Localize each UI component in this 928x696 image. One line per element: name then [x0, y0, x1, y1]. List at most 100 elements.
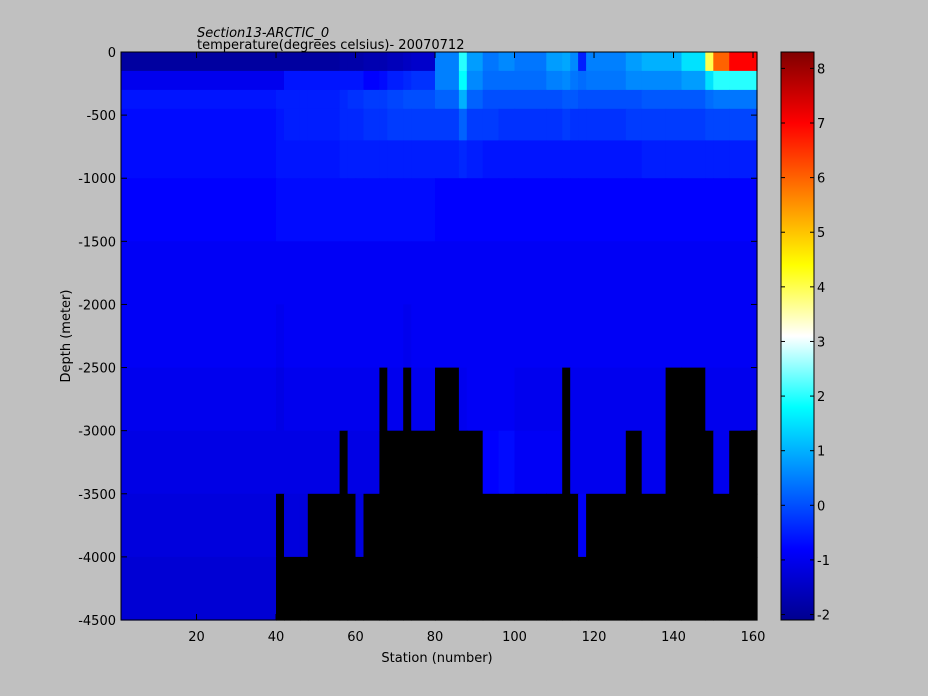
heatmap-cell [276, 430, 285, 495]
heatmap-cell [681, 178, 706, 242]
nodata-cell [379, 430, 388, 495]
heatmap-cell [387, 367, 404, 432]
heatmap-cell [466, 304, 484, 369]
heatmap-cell [363, 140, 380, 179]
heatmap-cell [435, 241, 460, 305]
nodata-cell [705, 493, 714, 558]
heatmap-cell [562, 52, 571, 72]
heatmap-cell [570, 304, 579, 369]
heatmap-cell [482, 367, 500, 432]
heatmap-cell [363, 367, 380, 432]
y-tick-label: -500 [86, 109, 116, 124]
heatmap-cell [458, 140, 468, 179]
colorbar-tick-label: 5 [817, 226, 825, 241]
heatmap-cell [307, 178, 341, 242]
heatmap-cell [458, 108, 468, 141]
heatmap-cell [435, 70, 460, 91]
nodata-cell [546, 493, 563, 558]
heatmap-cell [363, 304, 380, 369]
nodata-cell [403, 430, 412, 495]
heatmap-cell [546, 140, 563, 179]
nodata-cell [681, 430, 706, 495]
heatmap-cell [403, 304, 412, 369]
heatmap-cell [546, 367, 563, 432]
colorbar-tick-label: 0 [817, 499, 825, 514]
heatmap-cell [665, 70, 683, 91]
heatmap-cell [363, 89, 380, 110]
x-tick-label: 140 [661, 630, 686, 645]
heatmap-cell [299, 304, 309, 369]
colorbar: 8 7 6 5 4 3 2 1 0 -1 -2 [780, 51, 830, 624]
heatmap-cell [363, 52, 380, 72]
y-tick-label: -2000 [78, 298, 116, 313]
nodata-cell [482, 493, 500, 558]
heatmap-cell [586, 304, 627, 369]
heatmap-cell [482, 430, 500, 495]
heatmap-cell [498, 108, 516, 141]
heatmap-cell [339, 140, 349, 179]
heatmap-cell [284, 430, 301, 495]
nodata-cell [562, 493, 571, 558]
heatmap-cell [299, 367, 309, 432]
heatmap-cell [121, 52, 277, 72]
nodata-cell [347, 493, 357, 558]
y-tick-label: -2500 [78, 362, 116, 377]
heatmap-cell [586, 89, 627, 110]
nodata-cell [347, 556, 357, 621]
heatmap-cell [363, 70, 380, 91]
x-tick-label: 120 [582, 630, 607, 645]
y-axis-ticks: 0 -500 -1000 -1500 -2000 -2500 -3000 -3500 -4000… [78, 46, 757, 629]
heatmap-cell [121, 493, 277, 558]
colorbar-tick-label: 4 [817, 281, 825, 296]
heatmap-cell [435, 108, 460, 141]
heatmap-cell [379, 241, 388, 305]
heatmap-cell [625, 108, 643, 141]
heatmap-cell [562, 89, 571, 110]
nodata-cell [570, 493, 579, 558]
heatmap-cell [355, 241, 365, 305]
heatmap-cell [713, 52, 730, 72]
heatmap-cell [498, 178, 516, 242]
heatmap-cell [570, 430, 579, 495]
heatmap-cell [729, 89, 758, 110]
heatmap-cell [435, 178, 460, 242]
nodata-cell [665, 367, 683, 432]
heatmap-cell [570, 108, 579, 141]
heatmap-cell [586, 241, 627, 305]
heatmap-cell [713, 108, 730, 141]
nodata-cell [578, 556, 587, 621]
nodata-cell [435, 430, 460, 495]
heatmap-cell [121, 304, 277, 369]
nodata-cell [379, 556, 388, 621]
colorbar-tick-label: 8 [817, 62, 825, 77]
y-tick-label: -3500 [78, 488, 116, 503]
nodata-cell [562, 430, 571, 495]
x-tick-label: 40 [268, 630, 285, 645]
heatmap-cell [307, 108, 341, 141]
heatmap-cell [387, 70, 404, 91]
heatmap-cell [411, 178, 436, 242]
nodata-cell [307, 556, 341, 621]
heatmap-cell [713, 304, 730, 369]
heatmap-cell [546, 430, 563, 495]
heatmap-cell [665, 89, 683, 110]
heatmap-cell [355, 140, 365, 179]
heatmap-cell [363, 108, 380, 141]
nodata-cell [681, 556, 706, 621]
x-tick-label: 100 [502, 630, 527, 645]
heatmap-cell [578, 304, 587, 369]
heatmap-cell [411, 367, 436, 432]
heatmap-cell [387, 108, 404, 141]
heatmap-cell [339, 70, 349, 91]
heatmap-cell [284, 108, 301, 141]
heatmap-cell [641, 52, 667, 72]
chart-title: Section13-ARCTIC_0 [197, 26, 329, 41]
x-tick-label: 20 [188, 630, 205, 645]
heatmap-cell [403, 52, 412, 72]
nodata-cell [387, 556, 404, 621]
heatmap-cell [403, 178, 412, 242]
heatmap-cell [562, 108, 571, 141]
heatmap-cell [466, 70, 484, 91]
heatmap-cell [299, 493, 309, 558]
heatmap-cell [562, 178, 571, 242]
